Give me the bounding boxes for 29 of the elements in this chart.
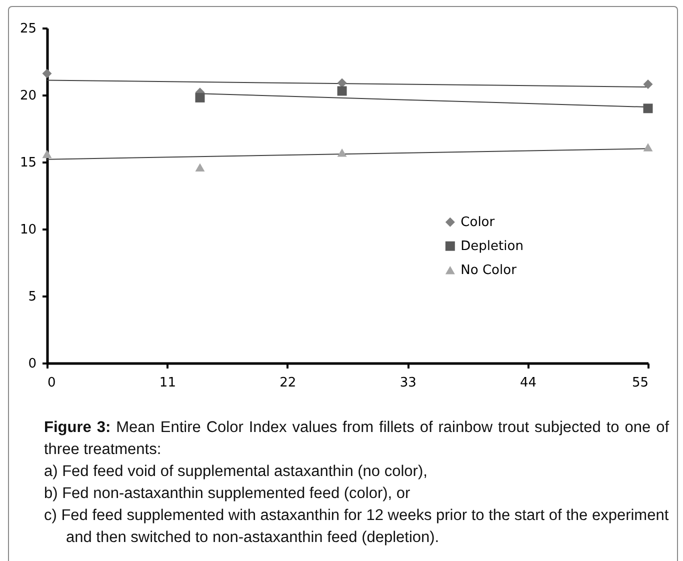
x-tick-label: 44 — [520, 376, 537, 390]
point — [643, 80, 653, 90]
point — [337, 148, 347, 157]
point — [643, 143, 653, 152]
y-tick-label: 25 — [20, 22, 36, 36]
y-tick-label: 0 — [28, 356, 36, 372]
legend-label: Color — [460, 215, 496, 230]
x-tick-label: 22 — [280, 376, 296, 390]
point — [195, 92, 205, 102]
x-tick-label: 0 — [48, 376, 56, 390]
y-tick-label: 5 — [28, 290, 36, 304]
y-tick-label: 10 — [20, 222, 36, 238]
y-tick-label: 15 — [20, 156, 36, 170]
y-tick-label: 20 — [20, 88, 36, 104]
point — [337, 86, 347, 96]
x-tick-label: 11 — [159, 376, 176, 390]
point — [42, 68, 52, 78]
point — [337, 78, 347, 88]
legend-label: Depletion — [460, 239, 524, 254]
x-tick-label: 55 — [632, 376, 648, 390]
point — [42, 150, 52, 158]
caption: Figure 3: Mean Entire Color Index values from fillets of rainbow trout subjected to one of three treatments: — [44, 418, 670, 460]
x-tick-label: 33 — [400, 376, 416, 390]
point — [195, 163, 205, 172]
text: b) Fed non-astaxanthin supplemented feed (color), or — [44, 484, 412, 504]
point — [643, 104, 653, 114]
text: c) Fed feed supplemented with astaxanthin for 12 weeks prior to the start of the experiment and then switched to non-astaxanthin feed (depletion). — [44, 506, 669, 548]
legend-label: No Color — [460, 263, 518, 278]
text: a) Fed feed void of supplemental astaxanthin (no color), — [44, 462, 428, 482]
